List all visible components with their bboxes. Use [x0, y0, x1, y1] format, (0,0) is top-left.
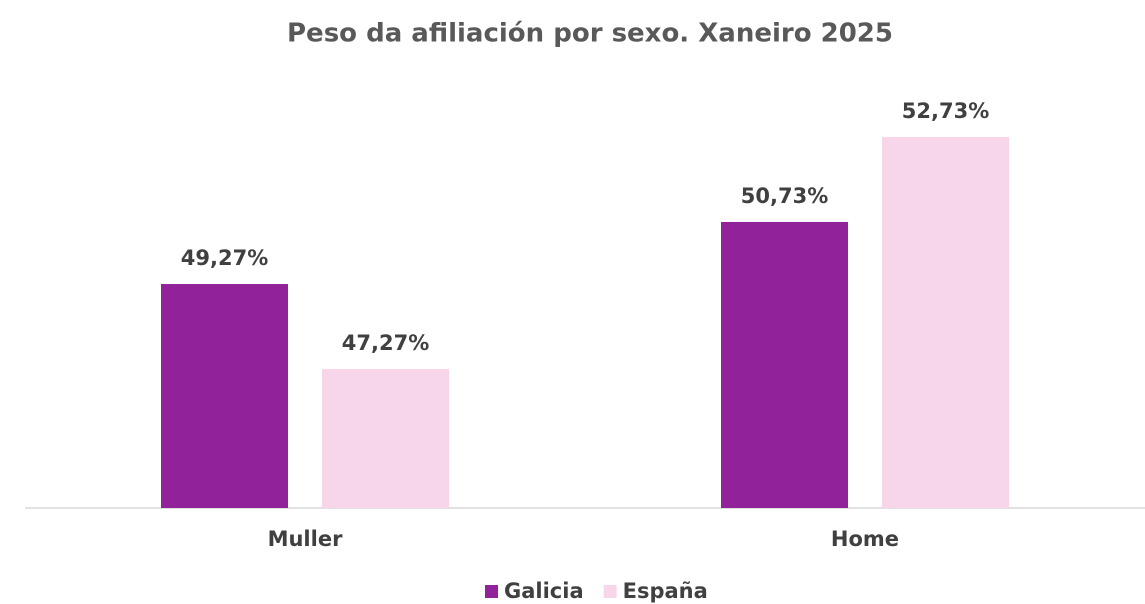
data-label: 47,27%: [342, 331, 429, 355]
legend-swatch: [485, 585, 498, 598]
legend-swatch: [603, 585, 617, 598]
data-label: 52,73%: [902, 99, 989, 123]
bar: [161, 284, 288, 508]
data-label: 49,27%: [181, 246, 268, 270]
bar: [322, 369, 449, 508]
bar: [882, 136, 1009, 508]
x-tick-label: Muller: [268, 527, 343, 551]
bar: [721, 221, 848, 508]
x-tick-label: Home: [831, 527, 899, 551]
data-label: 50,73%: [741, 184, 828, 208]
chart-title: Peso da afiliación por sexo. Xaneiro 202…: [287, 19, 893, 49]
legend-label: Galicia: [504, 579, 584, 603]
legend-label: España: [623, 579, 708, 603]
